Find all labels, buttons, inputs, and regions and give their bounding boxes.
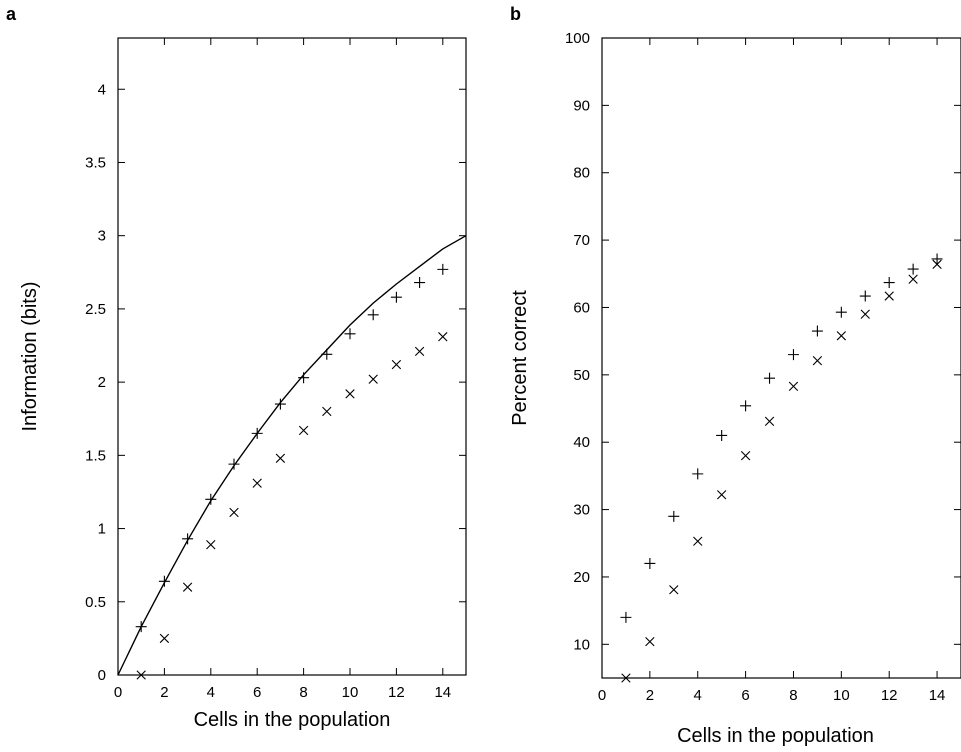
y-tick-label: 3.5 — [85, 154, 106, 171]
x-tick-label: 8 — [789, 687, 797, 704]
y-tick-label: 80 — [573, 165, 590, 182]
cross-marker — [438, 332, 448, 342]
x-tick-label: 0 — [114, 684, 122, 701]
cross-marker — [884, 291, 894, 301]
cross-marker — [298, 425, 309, 436]
x-tick-label: 10 — [342, 684, 359, 701]
y-tick-label: 50 — [573, 367, 590, 384]
cross-marker — [716, 490, 727, 500]
cross-marker — [136, 670, 146, 680]
cross-marker — [252, 478, 262, 488]
y-tick-label: 70 — [573, 232, 590, 249]
x-axis-title: Cells in the population — [194, 709, 391, 731]
plus-marker — [907, 263, 919, 275]
y-tick-label: 10 — [573, 636, 590, 653]
panel-a-chart: a 0 2 4 6 8 10 12 14 0 0.5 1 1.5 2 2.5 3 3.5 4 Cells in t… — [6, 4, 467, 731]
x-tick-label: 14 — [434, 684, 451, 701]
y-tick-label: 2 — [98, 374, 106, 391]
x-tick-label: 8 — [299, 684, 307, 701]
plus-marker — [883, 277, 895, 289]
y-axis-title: Percent correct — [509, 290, 531, 426]
panel-a-tag: a — [6, 4, 17, 24]
y-axis-title: Information (bits) — [19, 281, 41, 431]
plus-marker — [764, 372, 776, 384]
cross-marker — [645, 636, 655, 647]
plus-marker — [859, 290, 871, 302]
x-tick-label: 12 — [881, 687, 898, 704]
plus-marker — [692, 468, 704, 480]
y-tick-label: 1 — [98, 521, 106, 538]
cross-marker — [788, 381, 799, 391]
cross-marker — [275, 453, 286, 463]
cross-marker — [229, 507, 239, 518]
cross-marker — [669, 585, 679, 595]
plus-marker — [228, 458, 240, 470]
panel-b-tag: b — [510, 4, 521, 24]
plot-frame — [117, 37, 467, 676]
plus-marker — [274, 398, 286, 410]
x-tick-label: 12 — [388, 684, 405, 701]
fit-curve-line — [117, 235, 467, 676]
cross-marker — [368, 374, 378, 384]
x-tick-label: 2 — [646, 687, 654, 704]
panel-b-chart: b 0 2 4 6 8 10 12 14 10 20 30 40 50 60 70 80 90 100 Cells … — [509, 4, 961, 747]
y-tick-label: 0 — [98, 667, 106, 684]
y-tick-label: 3 — [98, 228, 106, 245]
x-tick-label: 6 — [741, 687, 749, 704]
x-axis-title: Cells in the population — [677, 725, 874, 747]
cross-marker — [812, 356, 823, 366]
cross-marker — [764, 416, 775, 427]
y-tick-label: 1.5 — [85, 447, 106, 464]
x-tick-label: 2 — [160, 684, 168, 701]
cross-marker — [159, 633, 170, 644]
plus-marker — [414, 277, 426, 289]
cross-marker — [345, 389, 355, 399]
cross-marker — [206, 539, 216, 550]
y-tick-label: 20 — [573, 569, 590, 586]
plus-marker — [390, 291, 402, 303]
x-tick-label: 4 — [207, 684, 215, 701]
y-tick-label: 2.5 — [85, 301, 106, 318]
cross-marker — [860, 309, 870, 319]
plus-marker — [668, 510, 680, 522]
plus-marker — [367, 309, 379, 321]
cross-marker — [908, 274, 918, 284]
x-tick-label: 0 — [598, 687, 606, 704]
plus-marker — [620, 611, 632, 623]
plus-marker — [931, 253, 943, 265]
y-tick-label: 4 — [98, 81, 106, 98]
y-tick-label: 60 — [573, 299, 590, 316]
y-tick-label: 0.5 — [85, 594, 106, 611]
cross-marker — [414, 346, 425, 357]
cross-marker — [932, 259, 942, 270]
x-tick-label: 4 — [694, 687, 702, 704]
plus-marker — [787, 349, 799, 361]
cross-marker — [693, 536, 703, 546]
plus-marker — [437, 263, 449, 275]
cross-marker — [836, 331, 847, 341]
cross-marker — [621, 673, 631, 683]
plus-marker — [205, 493, 217, 505]
cross-marker — [322, 406, 332, 417]
x-tick-label: 6 — [253, 684, 261, 701]
plus-marker — [740, 400, 752, 412]
plus-marker — [811, 325, 823, 337]
cross-marker — [391, 359, 402, 370]
cross-marker — [740, 451, 751, 461]
plus-marker — [344, 328, 356, 340]
y-tick-label: 100 — [565, 30, 590, 47]
cross-marker — [182, 582, 193, 592]
plus-marker — [716, 429, 728, 441]
y-tick-label: 40 — [573, 434, 590, 451]
x-tick-label: 10 — [833, 687, 850, 704]
plus-marker — [835, 306, 847, 318]
plus-marker — [644, 557, 656, 569]
y-tick-label: 90 — [573, 97, 590, 114]
plot-frame — [601, 37, 961, 679]
y-tick-label: 30 — [573, 502, 590, 519]
plus-marker — [182, 533, 194, 545]
x-tick-label: 14 — [929, 687, 946, 704]
